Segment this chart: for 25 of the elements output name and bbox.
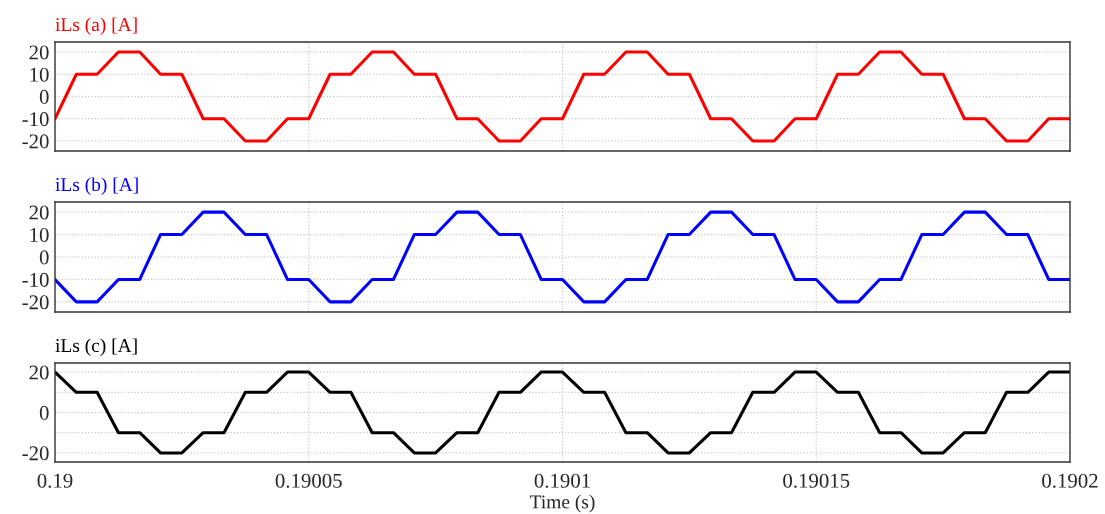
x-tick-label: 0.19015 (783, 473, 850, 488)
y-tick-label: -10 (22, 272, 49, 287)
y-tick-label: -20 (22, 134, 49, 149)
chart-title: iLs (b) [A] (55, 177, 138, 196)
x-tick-label: 0.19005 (275, 473, 342, 488)
line-series (55, 50, 1070, 143)
y-tick-label: -20 (22, 295, 49, 310)
y-tick-label: 0 (39, 89, 49, 104)
y-tick-label: -20 (22, 446, 49, 461)
y-tick-label: 20 (29, 45, 49, 60)
y-tick-label: 0 (39, 250, 49, 265)
line-series (55, 370, 1070, 455)
line-series (55, 210, 1070, 304)
y-tick-label: 0 (39, 405, 49, 420)
y-tick-label: 10 (30, 67, 49, 82)
chart-title: iLs (c) [A] (55, 338, 137, 357)
x-tick-label: 0.19 (37, 473, 73, 488)
x-tick-label: 0.1901 (534, 473, 590, 488)
y-tick-label: 20 (29, 365, 49, 380)
x-tick-label: 0.1902 (1042, 473, 1098, 488)
chart-title: iLs (a) [A] (55, 17, 137, 36)
x-axis-title: Time (s) (529, 494, 595, 513)
y-tick-label: 10 (30, 227, 49, 242)
y-tick-label: -10 (22, 112, 49, 127)
y-tick-label: 20 (29, 205, 49, 220)
